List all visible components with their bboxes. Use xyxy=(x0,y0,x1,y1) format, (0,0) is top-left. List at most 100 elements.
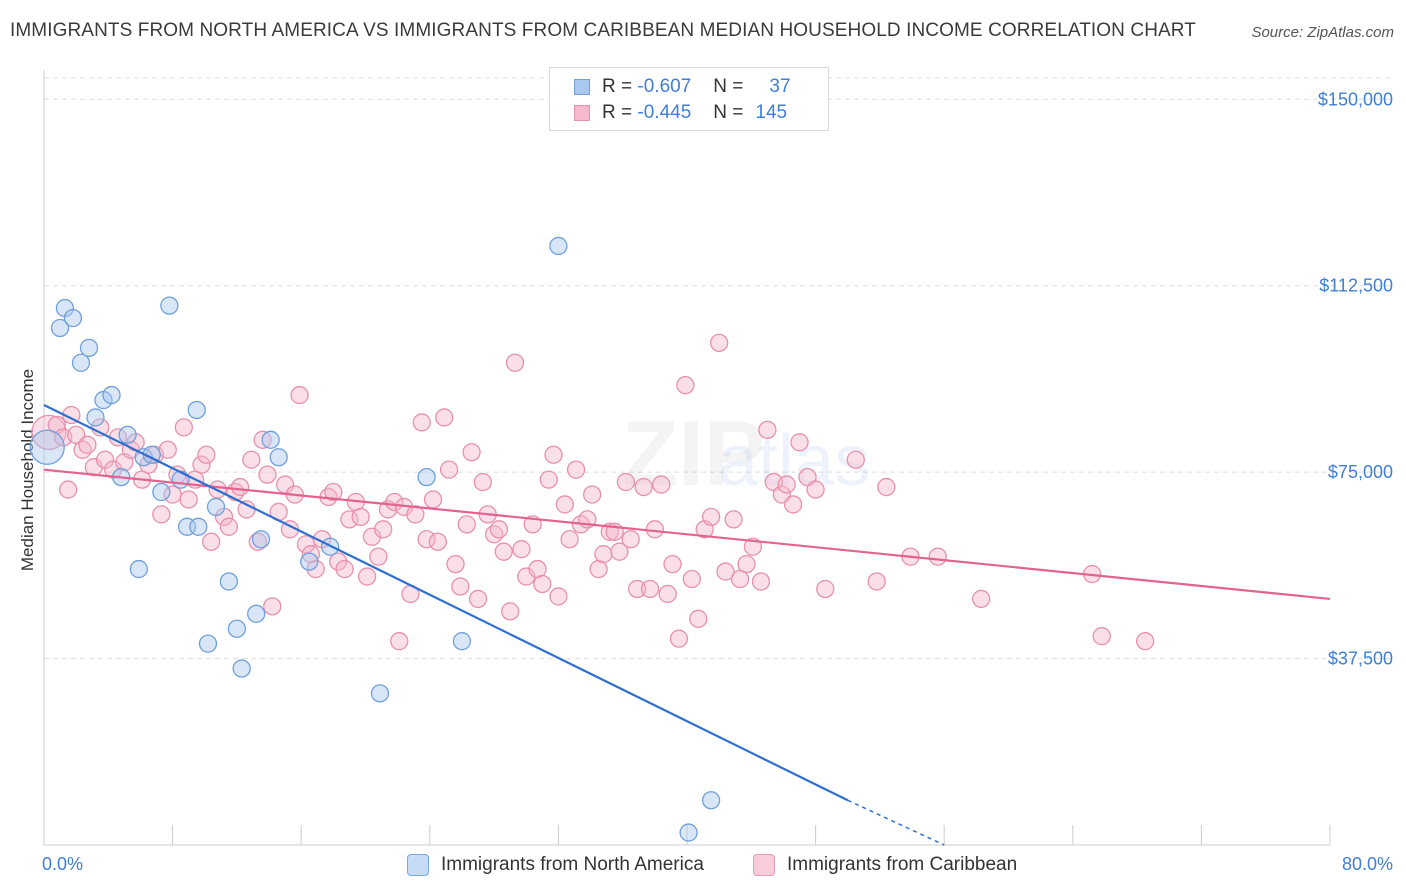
caribbean-point xyxy=(329,552,348,571)
caribbean-point xyxy=(928,547,947,566)
caribbean-point xyxy=(663,554,682,574)
y-tick-labels: $37,500 $75,000 $112,500 $150,000 xyxy=(1318,89,1393,668)
north-america-point xyxy=(300,552,319,571)
caribbean-trend-line xyxy=(43,468,1331,601)
caribbean-point xyxy=(446,554,465,574)
n-label: N = xyxy=(713,76,744,97)
caribbean-point xyxy=(489,520,509,539)
north-america-point xyxy=(189,517,208,536)
north-america-point xyxy=(71,353,91,372)
legend-label-north-america: Immigrants from North America xyxy=(441,854,704,875)
caribbean-point xyxy=(645,520,664,539)
north-america-point xyxy=(219,572,239,591)
caribbean-point xyxy=(555,495,574,514)
north-america-point xyxy=(701,791,721,810)
caribbean-point xyxy=(78,435,97,454)
caribbean-point xyxy=(351,507,370,527)
caribbean-point xyxy=(152,505,171,524)
north-america-point xyxy=(232,659,251,678)
r-value: -0.607 xyxy=(637,76,692,97)
caribbean-point xyxy=(716,562,735,581)
north-america-point xyxy=(549,236,568,256)
caribbean-point xyxy=(783,495,803,514)
caribbean-point xyxy=(816,579,835,599)
r-label: R = xyxy=(602,102,633,123)
caribbean-point xyxy=(751,572,771,591)
caribbean-point xyxy=(390,632,409,651)
north-america-point xyxy=(187,400,206,420)
series-north-america-points xyxy=(29,236,721,842)
caribbean-point xyxy=(610,542,629,561)
caribbean-point xyxy=(877,477,896,497)
n-value: 37 xyxy=(769,76,791,97)
blue-legend-swatch xyxy=(407,854,429,876)
legend-item-north-america: Immigrants from North America xyxy=(407,850,704,880)
north-america-point xyxy=(29,429,65,465)
caribbean-point xyxy=(412,413,431,432)
caribbean-point xyxy=(340,510,359,529)
chart-title: IMMIGRANTS FROM NORTH AMERICA VS IMMIGRA… xyxy=(10,20,1196,41)
north-america-point xyxy=(129,559,148,579)
caribbean-point xyxy=(806,480,825,499)
caribbean-point xyxy=(634,477,653,497)
n-label: N = xyxy=(713,102,744,123)
caribbean-point xyxy=(539,470,558,489)
caribbean-point xyxy=(439,460,459,479)
north-america-point xyxy=(251,530,271,549)
pink-legend-swatch xyxy=(753,854,775,876)
legend-row-caribbean: R = -0.445 N = 145 xyxy=(574,101,787,125)
caribbean-point xyxy=(202,532,221,551)
caribbean-point xyxy=(669,629,689,648)
caribbean-point xyxy=(652,475,671,494)
legend-row-north-america: R = -0.607 N = 37 xyxy=(574,75,791,99)
caribbean-point xyxy=(306,559,325,579)
caribbean-point xyxy=(701,507,721,527)
north-america-point xyxy=(370,684,390,703)
caribbean-point xyxy=(972,589,991,609)
north-america-point xyxy=(171,470,190,489)
caribbean-point xyxy=(473,472,492,492)
caribbean-point xyxy=(494,542,513,561)
caribbean-point xyxy=(710,333,729,353)
caribbean-point xyxy=(724,510,743,529)
caribbean-point xyxy=(621,530,640,549)
caribbean-point xyxy=(290,385,309,405)
caribbean-point xyxy=(594,545,613,564)
caribbean-point xyxy=(324,482,343,502)
caribbean-point xyxy=(505,353,525,372)
legend-label-caribbean: Immigrants from Caribbean xyxy=(787,854,1018,875)
x-tick-label-min: 0.0% xyxy=(42,854,83,874)
caribbean-point xyxy=(758,420,777,440)
north-america-point xyxy=(102,385,121,405)
north-america-point xyxy=(160,296,179,315)
y-tick-label: $75,000 xyxy=(1328,462,1393,482)
r-label: R = xyxy=(602,76,633,97)
pink-swatch xyxy=(574,105,590,121)
caribbean-point xyxy=(512,540,531,559)
caribbean-point xyxy=(743,537,763,556)
caribbean-point xyxy=(179,490,198,509)
series-caribbean-points xyxy=(31,333,1155,651)
caribbean-point xyxy=(682,569,701,589)
caribbean-point xyxy=(197,445,216,464)
north-america-point xyxy=(206,497,226,517)
axes xyxy=(43,70,1331,846)
caribbean-point xyxy=(867,572,886,591)
caribbean-point xyxy=(58,480,78,499)
north-america-trend-extension xyxy=(847,799,945,846)
legend-item-caribbean: Immigrants from Caribbean xyxy=(753,850,1017,880)
caribbean-point xyxy=(423,490,443,509)
caribbean-point xyxy=(583,485,602,504)
caribbean-point xyxy=(462,443,481,462)
caribbean-point xyxy=(1092,627,1111,646)
north-america-point xyxy=(452,632,472,651)
caribbean-point xyxy=(158,440,177,459)
caribbean-point xyxy=(544,445,563,464)
caribbean-point xyxy=(1135,632,1155,651)
blue-swatch xyxy=(574,79,590,95)
caribbean-point xyxy=(357,567,377,586)
caribbean-point xyxy=(369,547,388,566)
caribbean-point xyxy=(248,532,267,551)
n-value: 145 xyxy=(755,102,788,123)
north-america-point xyxy=(63,308,83,328)
